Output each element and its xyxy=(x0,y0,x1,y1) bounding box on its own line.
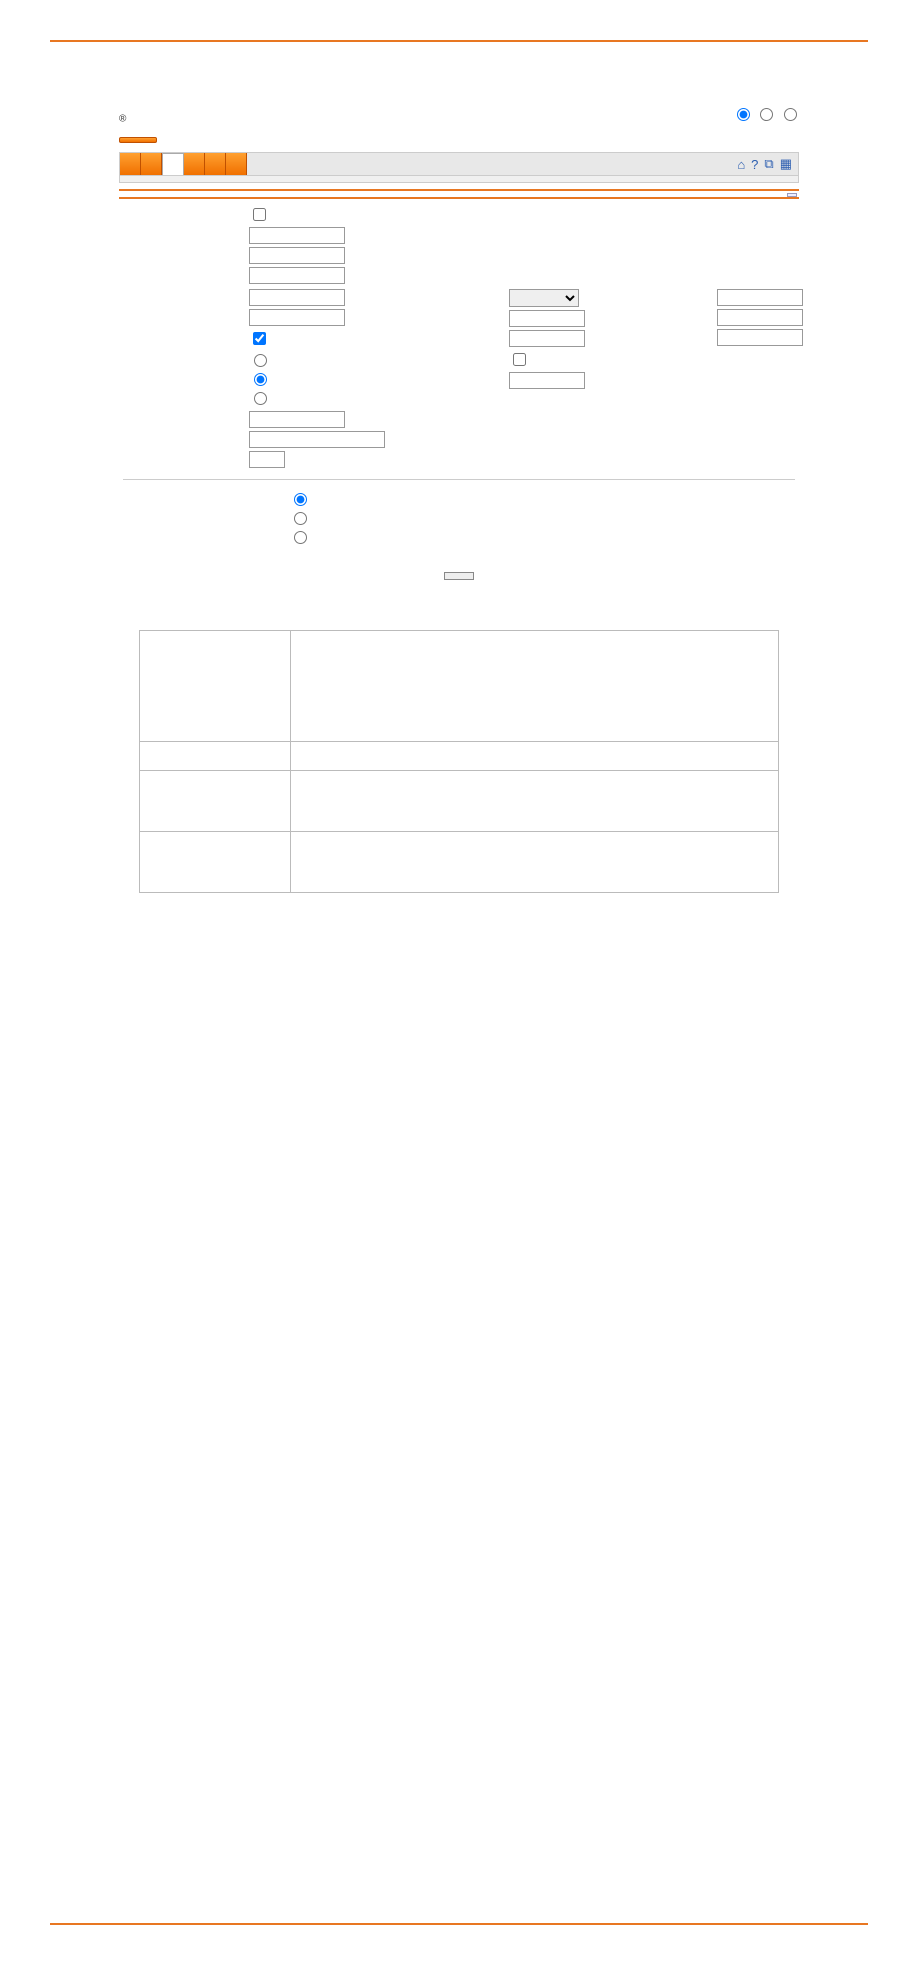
custommenu-select[interactable] xyxy=(509,289,579,307)
apply-button[interactable] xyxy=(444,572,474,580)
tab-maintenance[interactable] xyxy=(205,153,226,175)
logo: ® xyxy=(119,106,166,132)
port-grid xyxy=(731,106,799,121)
break-input[interactable] xyxy=(509,330,585,347)
screenshot-panel: ® xyxy=(119,106,799,590)
tab-services[interactable] xyxy=(141,153,162,175)
port-config-radio[interactable] xyxy=(737,108,750,121)
group-default-radio[interactable] xyxy=(294,493,307,506)
enable-checkbox[interactable] xyxy=(253,208,266,221)
top-rule xyxy=(50,40,868,42)
expand-icon[interactable]: ⧉ xyxy=(764,156,773,172)
group-label xyxy=(123,490,289,498)
listenports-input[interactable] xyxy=(717,309,803,326)
pppchap-radio[interactable] xyxy=(254,392,267,405)
port-webssh-radio[interactable] xyxy=(760,108,773,121)
authsvc-label xyxy=(123,351,249,361)
tab-devices[interactable] xyxy=(184,153,205,175)
service-input[interactable] xyxy=(249,411,345,428)
doc-table xyxy=(139,630,779,893)
sub-nav xyxy=(119,176,799,183)
port-select-row xyxy=(731,108,799,121)
secret-input[interactable] xyxy=(249,289,345,306)
ppppap-radio[interactable] xyxy=(254,373,267,386)
help-icon[interactable]: ? xyxy=(751,157,758,172)
intro-text xyxy=(423,205,795,287)
dataports-input[interactable] xyxy=(717,289,803,306)
divider xyxy=(123,479,795,480)
ascii-radio[interactable] xyxy=(254,354,267,367)
dialback-en-checkbox[interactable] xyxy=(513,353,526,366)
help-button[interactable] xyxy=(787,193,797,197)
server1-input[interactable] xyxy=(249,227,345,244)
main-tabs: ⌂ ? ⧉ ▦ xyxy=(119,152,799,176)
home-icon[interactable]: ⌂ xyxy=(737,157,745,172)
server2-input[interactable] xyxy=(249,247,345,264)
group-admin-radio[interactable] xyxy=(294,531,307,544)
rights-note xyxy=(453,490,795,550)
port-connected-radio[interactable] xyxy=(784,108,797,121)
bottom-rule xyxy=(50,1923,868,1925)
tab-user-auth[interactable] xyxy=(162,153,184,175)
tab-quick-setup[interactable] xyxy=(226,153,247,175)
server3-input[interactable] xyxy=(249,267,345,284)
group-power-radio[interactable] xyxy=(294,512,307,525)
dialback-num-input[interactable] xyxy=(509,372,585,389)
encrypt-checkbox[interactable] xyxy=(253,332,266,345)
tab-network[interactable] xyxy=(120,153,141,175)
timeout-input[interactable] xyxy=(249,451,285,468)
retype-input[interactable] xyxy=(249,309,345,326)
logout-button[interactable] xyxy=(119,137,157,143)
escape-input[interactable] xyxy=(509,310,585,327)
clearbuf-input[interactable] xyxy=(717,329,803,346)
grid-icon[interactable]: ▦ xyxy=(780,156,792,172)
protocol-input[interactable] xyxy=(249,431,385,448)
